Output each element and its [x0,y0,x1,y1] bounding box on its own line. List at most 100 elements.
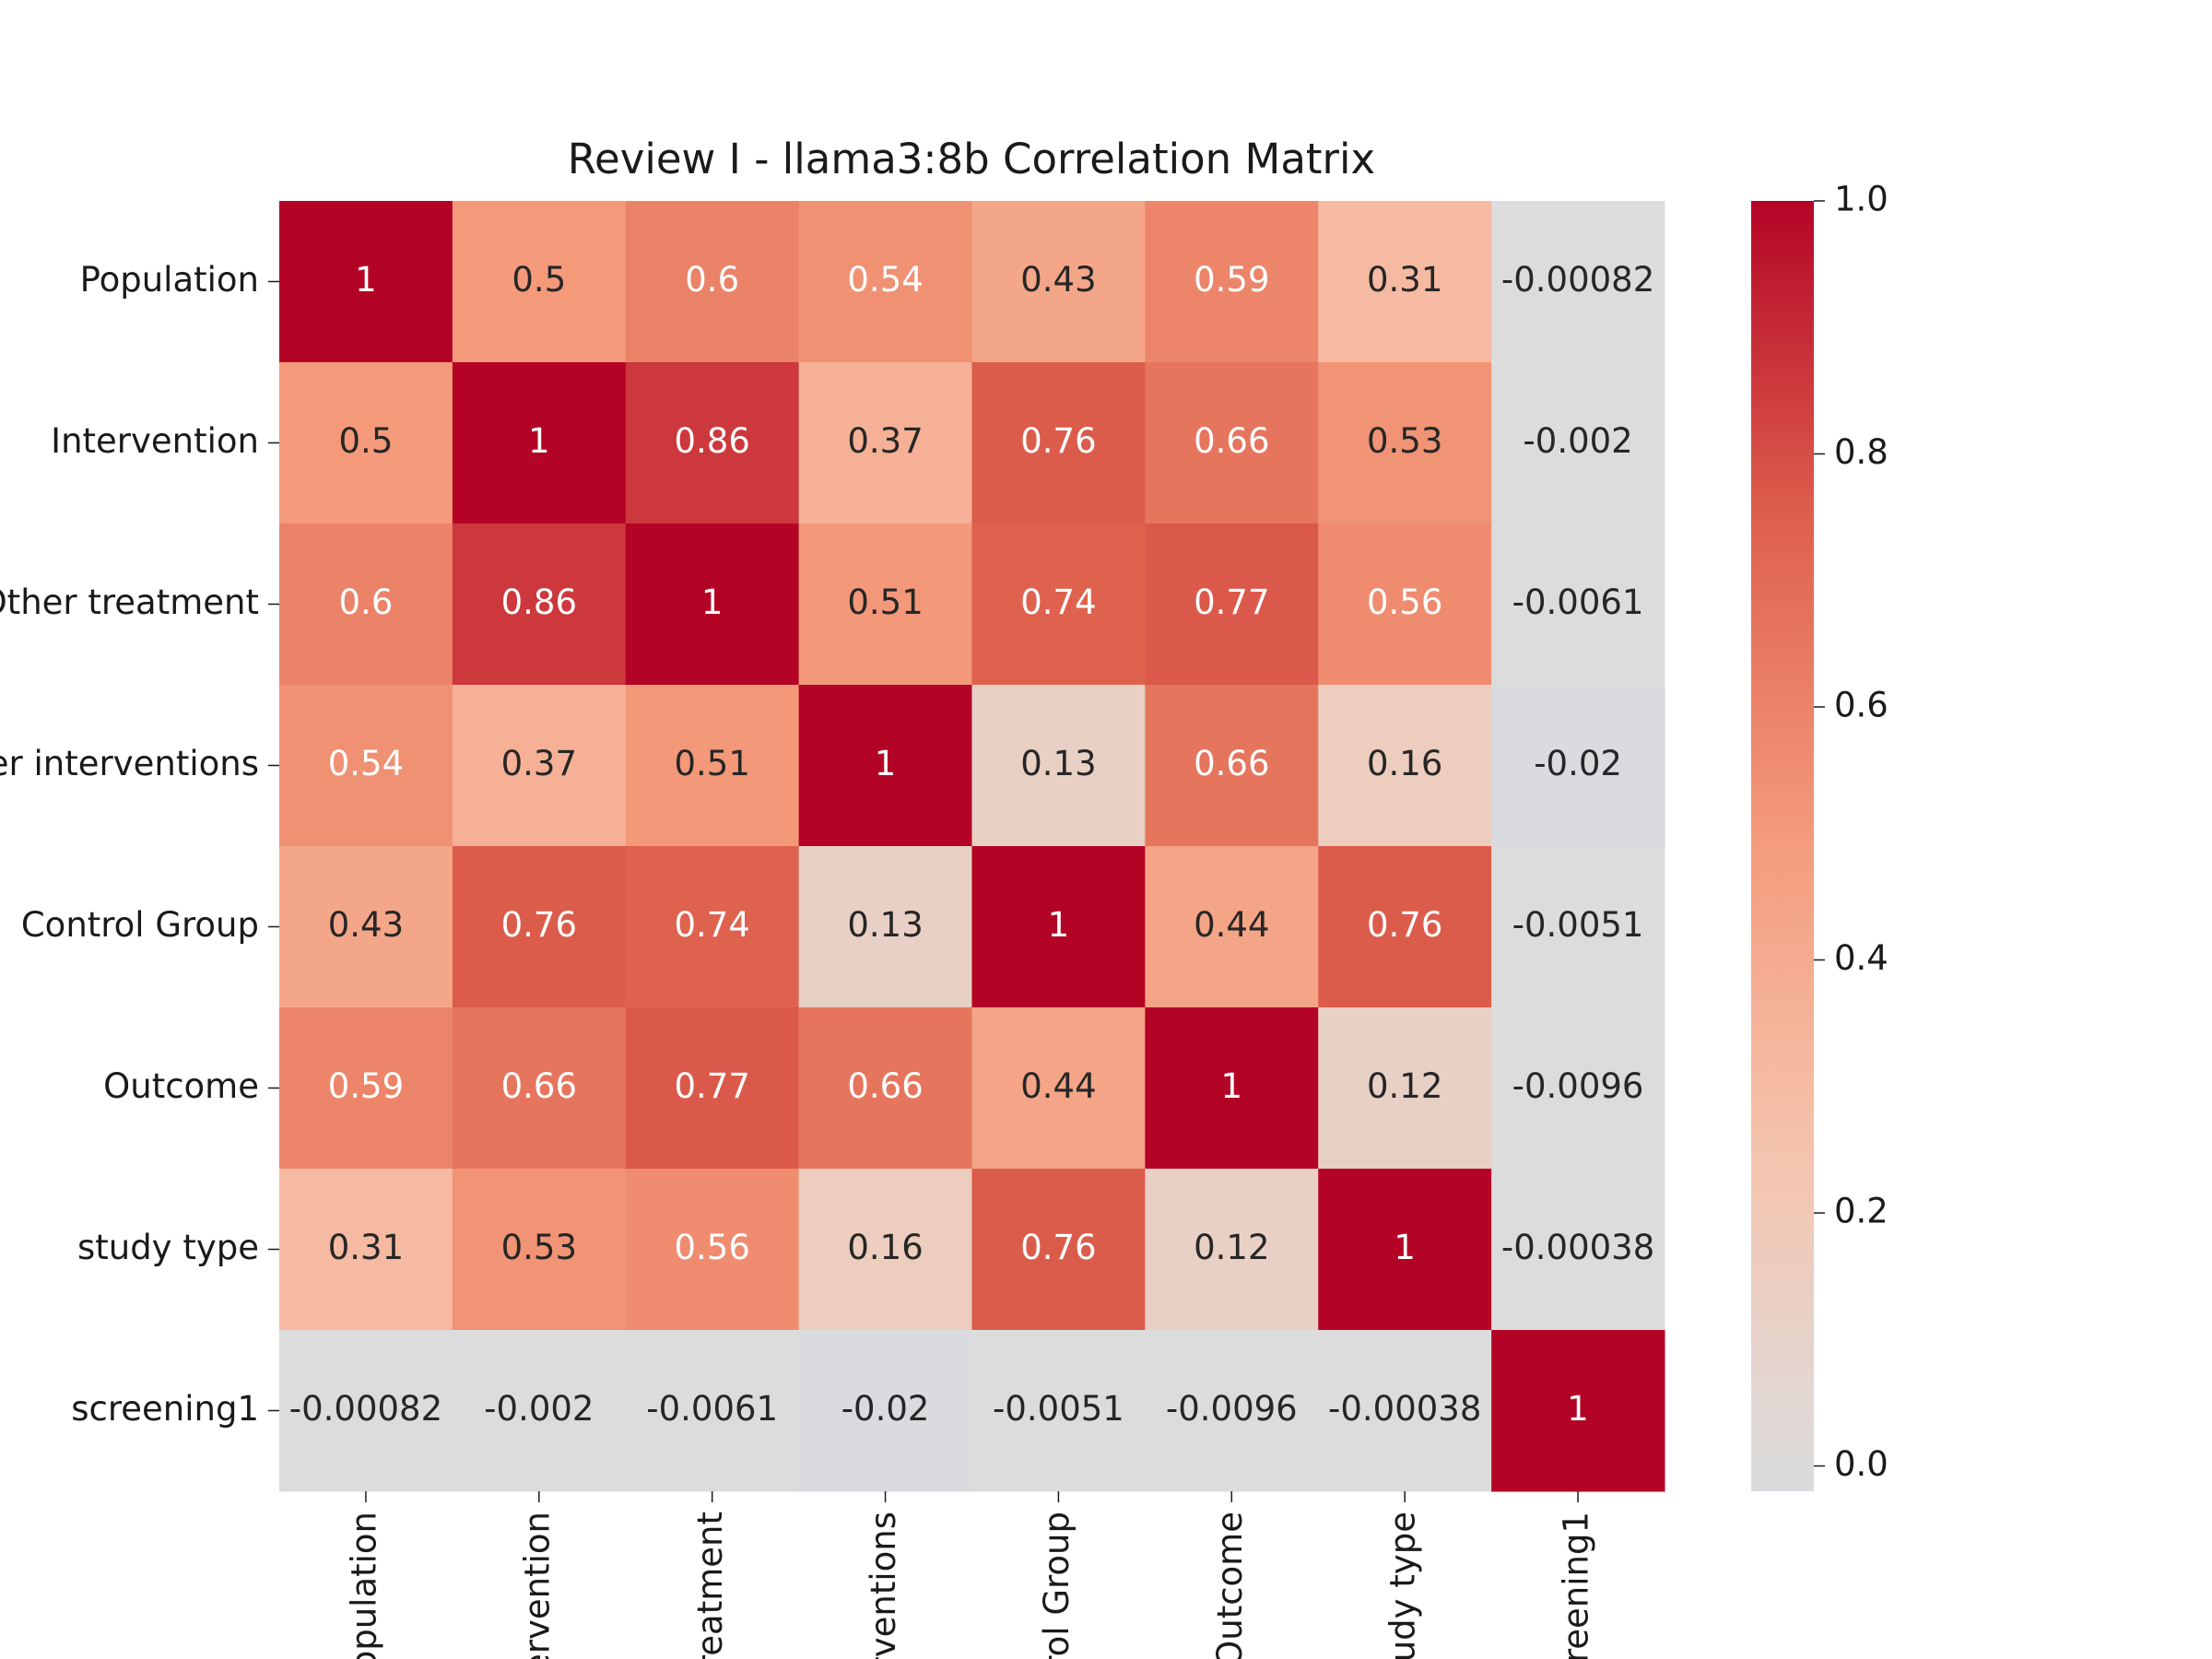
y-tick-label: Control Group [21,905,259,945]
cell-label: 0.44 [1194,905,1269,945]
y-tick-label: Population [80,260,259,300]
cell-label: 0.77 [1194,582,1269,622]
heatmap-cell [625,524,800,686]
heatmap-cell [625,846,800,1008]
cell-label: 0.66 [1194,744,1269,783]
cell-label: 0.43 [1020,260,1096,300]
heatmap-cell [1491,1169,1665,1331]
cell-label: 0.54 [328,744,404,783]
heatmap-cell [279,1007,453,1170]
heatmap-cell [971,201,1146,363]
heatmap-cell [1491,201,1665,363]
x-tick-label: Population [344,1512,383,1659]
heatmap-cell [279,685,453,847]
heatmap-cell [279,362,453,524]
cell-label: 0.86 [501,582,577,622]
cell-label: 0.56 [1367,582,1442,622]
heatmap-cell [279,1169,453,1331]
heatmap-cell [1318,362,1492,524]
cell-label: 0.51 [847,582,923,622]
heatmap-cell [798,685,972,847]
heatmap-cell [452,1330,627,1492]
heatmap-cell [625,1169,800,1331]
heatmap-cell [1145,1169,1319,1331]
cell-label: 0.31 [1367,260,1442,300]
cell-label: 0.54 [847,260,923,300]
heatmap-cell [1145,685,1319,847]
y-tick-label: screening1 [71,1389,259,1429]
heatmap-cell [798,1330,972,1492]
heatmap-cell [798,1169,972,1331]
heatmap-cell [452,201,627,363]
heatmap-cell [452,1007,627,1170]
cell-label: 0.53 [1367,421,1442,461]
cell-label: 0.86 [674,421,749,461]
cell-label: 0.16 [1367,744,1442,783]
cell-label: 0.37 [847,421,923,461]
heatmap-cell [1318,846,1492,1008]
heatmap-cell [971,1007,1146,1170]
cell-label: 0.6 [685,260,739,300]
cell-label: -0.00038 [1501,1228,1654,1267]
cell-label: 0.76 [1020,421,1096,461]
heatmap-cell [279,201,453,363]
heatmap-cell [1491,685,1665,847]
colorbar-tick-label: 0.6 [1834,686,1888,725]
cell-label: -0.002 [1523,421,1632,461]
heatmap-cell [1491,1330,1665,1492]
heatmap-cell [971,846,1146,1008]
y-tick-label: Other interventions [0,744,259,783]
heatmap-cell [1145,524,1319,686]
heatmap-cell [798,201,972,363]
cell-label: -0.0096 [1512,1066,1644,1106]
heatmap-cell [625,1007,800,1170]
y-tick-label: study type [77,1228,259,1267]
cell-label: 0.74 [674,905,749,945]
heatmap-cell [1318,1169,1492,1331]
heatmap-cell [1491,1007,1665,1170]
cell-label: 0.53 [501,1228,577,1267]
heatmap-cell [971,1169,1146,1331]
cell-label: 0.59 [328,1066,404,1106]
heatmap-cell [1318,1007,1492,1170]
heatmap-cell [452,685,627,847]
heatmap-cell [1145,846,1319,1008]
x-tick-label: Other treatment [690,1512,730,1659]
cell-label: 0.5 [339,421,394,461]
colorbar-tick-label: 0.4 [1834,938,1888,978]
heatmap-cell [452,1169,627,1331]
x-tick-label: Outcome [1210,1512,1250,1659]
cell-label: -0.002 [484,1389,594,1429]
cell-label: 1 [355,260,377,300]
cell-label: -0.00038 [1328,1389,1481,1429]
cell-label: -0.0051 [1512,905,1644,945]
cell-label: -0.0096 [1166,1389,1298,1429]
cell-label: 0.16 [847,1228,923,1267]
cell-label: 0.56 [674,1228,749,1267]
cell-label: 0.6 [339,582,394,622]
cell-label: -0.02 [841,1389,930,1429]
y-tick-label: Other treatment [0,582,259,622]
heatmap-cell [798,524,972,686]
x-tick-label: Other interventions [864,1512,903,1659]
heatmap-cell [279,524,453,686]
cell-label: 0.44 [1020,1066,1096,1106]
cell-label: 1 [875,744,897,783]
cell-label: 1 [1221,1066,1243,1106]
heatmap-cell [625,362,800,524]
heatmap-cell [798,846,972,1008]
heatmap-cell [1145,1330,1319,1492]
heatmap-cell [279,1330,453,1492]
heatmap-cell [452,846,627,1008]
chart-title: Review I - llama3:8b Correlation Matrix [568,135,1375,183]
heatmap-cell [452,524,627,686]
cell-label: 0.5 [512,260,566,300]
cell-label: 0.76 [1367,905,1442,945]
cell-label: -0.00082 [1501,260,1654,300]
cell-label: 0.66 [1194,421,1269,461]
colorbar-tick-label: 1.0 [1834,180,1888,219]
heatmap-cell [625,685,800,847]
cell-label: 0.37 [501,744,577,783]
cell-label: 1 [528,421,550,461]
x-tick-label: Intervention [517,1512,557,1659]
